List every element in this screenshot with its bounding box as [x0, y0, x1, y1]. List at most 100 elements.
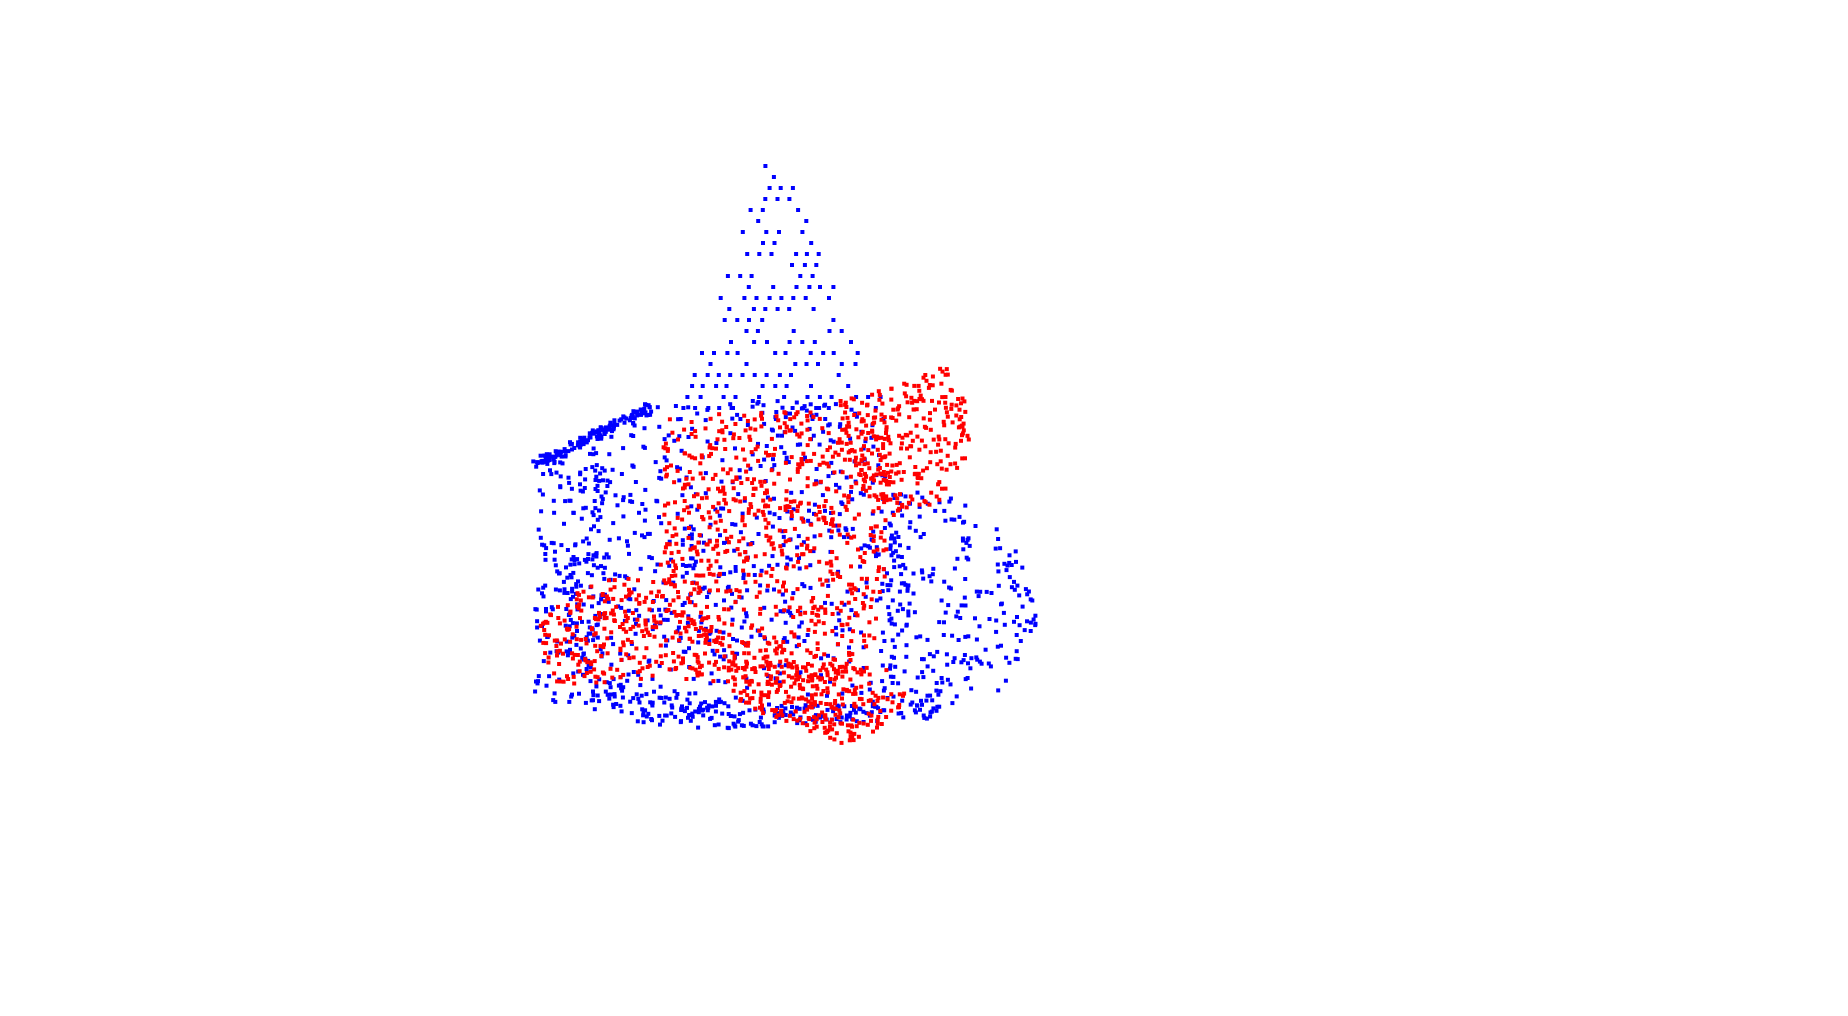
point	[787, 428, 792, 433]
point	[744, 700, 748, 705]
point	[718, 518, 723, 523]
point	[799, 421, 804, 426]
point	[690, 714, 695, 719]
point	[859, 458, 864, 463]
point	[650, 700, 655, 705]
point	[852, 413, 857, 417]
point	[769, 436, 774, 441]
point	[857, 720, 862, 725]
point	[588, 669, 593, 674]
point	[630, 611, 635, 615]
point	[753, 447, 758, 452]
point	[594, 434, 599, 439]
point	[791, 717, 796, 722]
point	[766, 667, 771, 671]
point	[640, 629, 645, 634]
point	[896, 681, 901, 686]
point	[845, 589, 850, 594]
point	[703, 637, 708, 642]
point	[823, 610, 828, 615]
point	[848, 448, 853, 453]
point	[876, 497, 881, 502]
point	[700, 496, 704, 501]
point	[900, 435, 905, 440]
point	[848, 436, 853, 441]
point	[931, 668, 936, 673]
point	[906, 609, 911, 614]
point	[739, 697, 744, 702]
point	[784, 718, 789, 723]
point	[824, 486, 829, 491]
point	[763, 503, 768, 508]
point	[660, 594, 664, 599]
point	[897, 501, 902, 506]
point	[840, 502, 845, 506]
point	[657, 695, 662, 700]
point	[634, 608, 639, 613]
point	[784, 455, 789, 460]
point	[968, 666, 973, 671]
point	[857, 706, 862, 711]
point	[677, 478, 682, 483]
point	[711, 546, 716, 551]
point	[652, 614, 656, 619]
point	[879, 435, 884, 440]
point	[845, 622, 850, 627]
point	[794, 400, 799, 405]
point	[568, 573, 573, 577]
point	[795, 442, 800, 447]
point	[844, 661, 849, 666]
point	[869, 597, 874, 602]
point	[700, 351, 704, 355]
point	[838, 399, 843, 403]
point	[930, 398, 934, 403]
point	[735, 412, 740, 417]
point	[692, 652, 697, 657]
point	[756, 682, 761, 687]
point	[742, 296, 747, 300]
point	[636, 593, 641, 598]
point	[763, 491, 767, 496]
point	[943, 486, 948, 491]
point	[826, 406, 831, 410]
point	[866, 395, 871, 399]
point	[1002, 622, 1007, 627]
point	[973, 616, 977, 621]
point	[690, 384, 695, 388]
point	[590, 557, 595, 562]
point	[783, 713, 788, 717]
point	[641, 444, 646, 449]
point	[875, 547, 880, 552]
point	[545, 461, 550, 466]
point	[690, 476, 695, 481]
point	[881, 470, 886, 474]
point	[562, 521, 566, 526]
point	[809, 693, 814, 698]
point	[534, 607, 539, 612]
point	[861, 592, 866, 597]
point	[848, 474, 853, 479]
point	[675, 511, 680, 516]
point	[840, 470, 845, 475]
point	[618, 625, 622, 629]
point	[844, 507, 849, 512]
point	[779, 664, 784, 669]
point	[956, 397, 961, 401]
point	[698, 395, 703, 399]
point	[697, 533, 702, 538]
point	[880, 401, 885, 406]
point	[906, 583, 911, 588]
point	[663, 653, 668, 658]
point	[943, 395, 948, 399]
point	[894, 530, 899, 535]
point	[758, 633, 763, 638]
point	[698, 665, 702, 670]
point	[614, 604, 619, 609]
point	[814, 717, 819, 722]
point	[607, 537, 612, 542]
point	[535, 460, 540, 465]
point	[736, 719, 741, 724]
point	[836, 715, 841, 720]
